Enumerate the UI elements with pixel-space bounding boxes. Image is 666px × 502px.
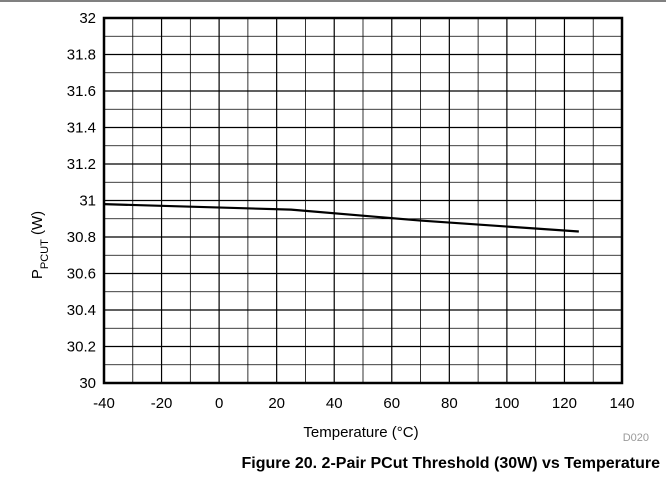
figure-caption: Figure 20. 2-Pair PCut Threshold (30W) v… xyxy=(242,455,661,472)
y-tick-label: 31.4 xyxy=(67,120,96,137)
x-axis-title: Temperature (°C) xyxy=(303,424,418,441)
figure-code: D020 xyxy=(623,432,649,444)
plot-frame xyxy=(102,16,624,385)
minor-grid xyxy=(104,18,622,383)
x-tick-labels: -40 -20 0 20 40 60 80 100 120 140 xyxy=(93,395,634,412)
x-tick-label: 120 xyxy=(552,395,577,412)
x-tick-label: 100 xyxy=(494,395,519,412)
y-tick-label: 31.2 xyxy=(67,156,96,173)
y-tick-label: 30.6 xyxy=(67,266,96,283)
y-axis-title-unit: (W) xyxy=(29,211,46,239)
y-tick-label: 31.8 xyxy=(67,47,96,64)
x-tick-label: 0 xyxy=(215,395,223,412)
y-tick-label: 30.2 xyxy=(67,339,96,356)
y-axis-title: PPCUT (W) xyxy=(29,211,51,279)
y-tick-label: 31 xyxy=(79,193,96,210)
y-tick-label: 30.8 xyxy=(67,229,96,246)
x-tick-label: 60 xyxy=(383,395,400,412)
x-tick-label: 20 xyxy=(268,395,285,412)
y-tick-labels: 30 30.2 30.4 30.6 30.8 31 31.2 31.4 31.6 31.8 32 xyxy=(67,10,96,392)
x-tick-label: 140 xyxy=(609,395,634,412)
x-tick-label: -40 xyxy=(93,395,115,412)
x-tick-label: -20 xyxy=(151,395,173,412)
x-tick-label: 40 xyxy=(326,395,343,412)
y-tick-label: 30 xyxy=(79,375,96,392)
y-axis-title-subscript: PCUT xyxy=(39,239,51,269)
x-tick-label: 80 xyxy=(441,395,458,412)
y-tick-label: 31.6 xyxy=(67,83,96,100)
y-tick-label: 32 xyxy=(79,10,96,27)
series-line xyxy=(103,203,579,233)
y-axis-title-main: P xyxy=(29,269,46,279)
series-layer xyxy=(103,203,579,233)
y-tick-label: 30.4 xyxy=(67,302,96,319)
